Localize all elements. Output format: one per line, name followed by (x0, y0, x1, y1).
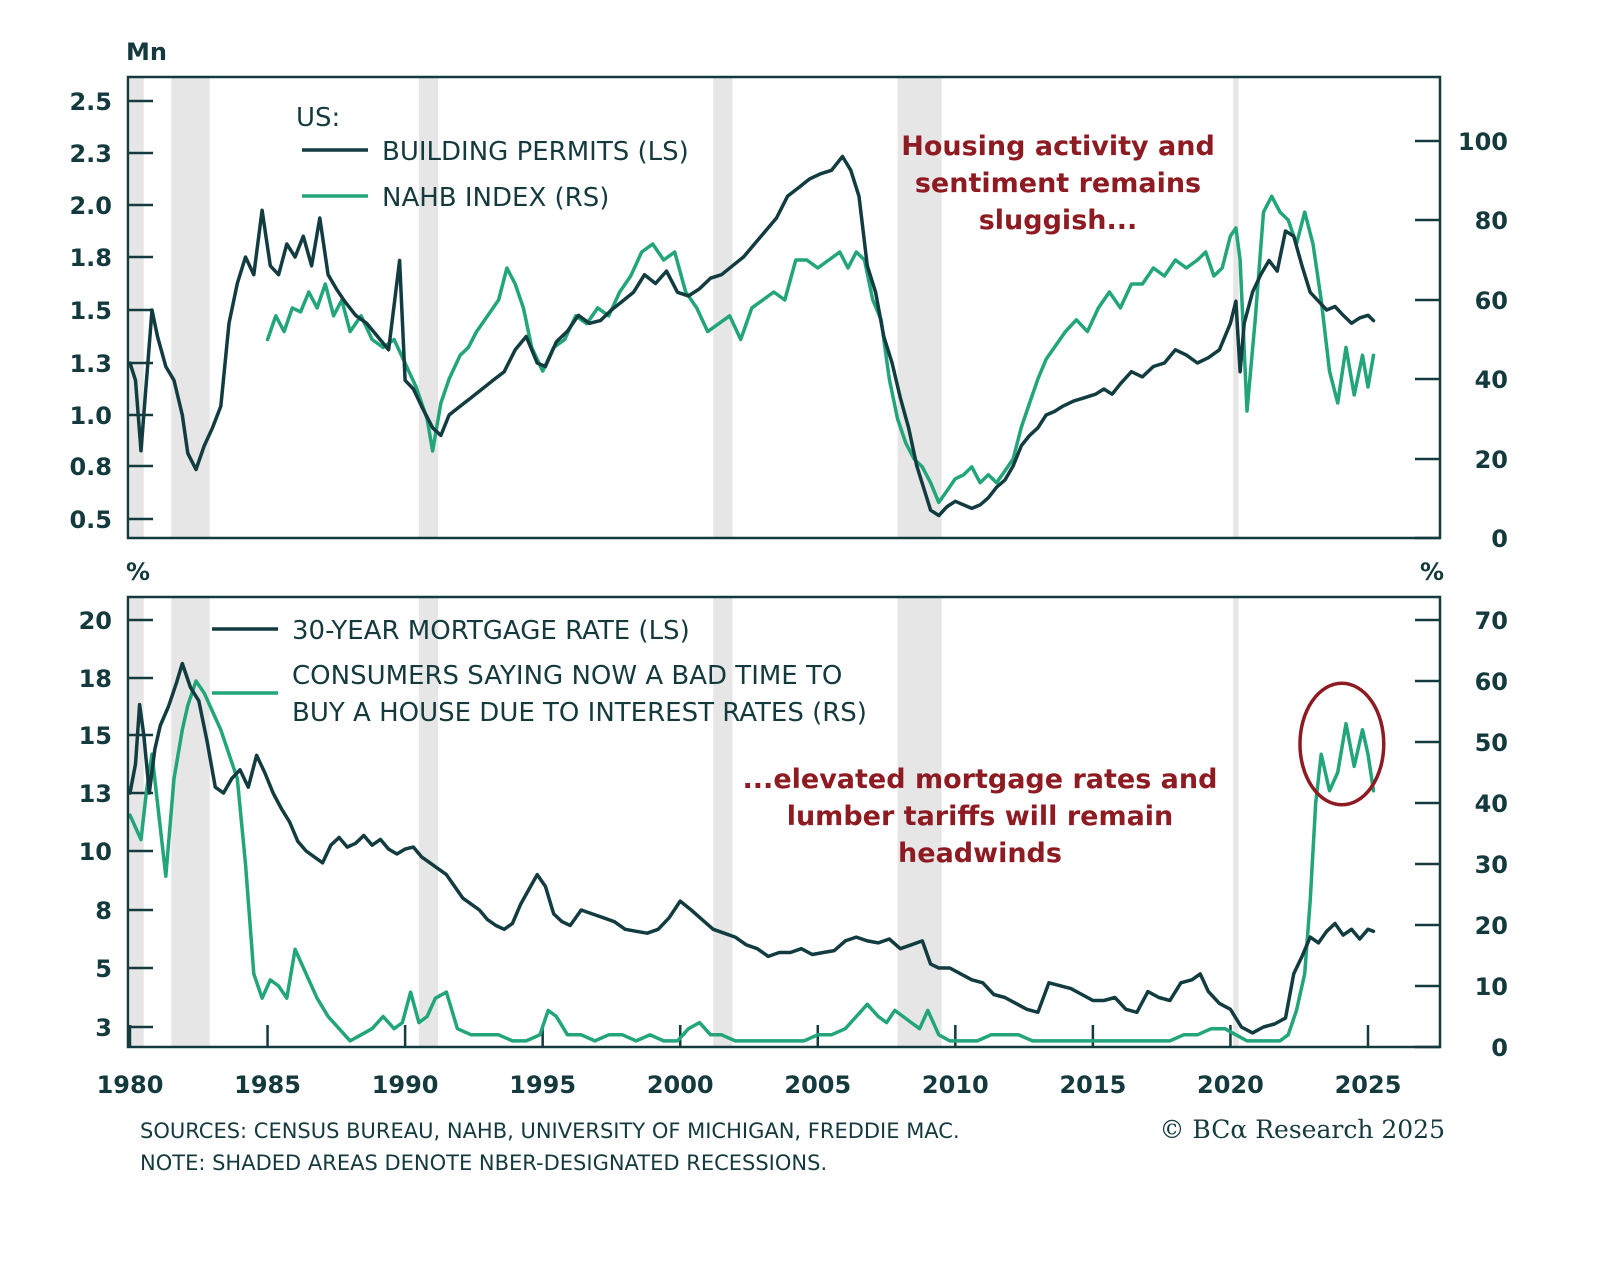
bottom-plot-frame (126, 595, 1442, 1049)
bottom-right-tick-label: 0 (1491, 1034, 1508, 1062)
top-right-tick-label: 20 (1475, 446, 1508, 474)
top-recession-band (897, 77, 942, 538)
top-left-tick-label: 2.5 (69, 88, 112, 116)
bottom-recession-band (418, 597, 439, 1047)
top-left-axis-labels: 2.5 2.3 2.0 1.8 1.5 1.3 1.0 0.8 0.5 (69, 88, 112, 534)
bottom-right-axis-labels: 70 60 50 40 30 20 10 0 (1475, 607, 1508, 1062)
bottom-left-tick-label: 5 (95, 955, 112, 983)
x-tick-label: 1985 (234, 1071, 301, 1099)
bottom-legend-label-mortgage: 30-YEAR MORTGAGE RATE (LS) (292, 616, 690, 646)
x-tick-label: 2020 (1197, 1071, 1264, 1099)
top-legend-label-permits: BUILDING PERMITS (LS) (382, 137, 689, 167)
x-tick-label: 2025 (1335, 1071, 1402, 1099)
top-recession-band (130, 77, 144, 538)
top-left-tick-label: 1.8 (69, 244, 112, 272)
bottom-left-tick-label: 8 (95, 897, 112, 925)
x-tick-label: 2015 (1059, 1071, 1126, 1099)
top-legend: US: BUILDING PERMITS (LS) NAHB INDEX (RS… (296, 103, 689, 213)
top-left-tick-label: 0.8 (69, 453, 112, 481)
top-right-tick-label: 80 (1475, 207, 1508, 235)
bottom-right-tick-label: 10 (1475, 973, 1508, 1001)
x-tick-label: 1995 (509, 1071, 576, 1099)
bottom-left-tick-label: 20 (79, 607, 112, 635)
bottom-recession-band (171, 597, 210, 1047)
highlight-circle (1298, 681, 1386, 807)
top-legend-header: US: (296, 103, 340, 133)
x-tick-label: 1990 (372, 1071, 439, 1099)
bottom-left-tick-label: 10 (79, 838, 112, 866)
bottom-series-left (128, 661, 1376, 1035)
bottom-recession-band (897, 597, 942, 1047)
bottom-left-unit-label: % (126, 558, 150, 586)
bottom-right-tick-label: 60 (1475, 668, 1508, 696)
top-recession-band (171, 77, 210, 538)
bottom-right-tick-label: 70 (1475, 607, 1508, 635)
bottom-left-tick-label: 3 (95, 1014, 112, 1042)
bottom-right-tick-label: 20 (1475, 912, 1508, 940)
top-left-tick-label: 1.3 (69, 350, 112, 378)
top-recession-band (418, 77, 439, 538)
top-annotation-line-2: sentiment remains (915, 168, 1201, 199)
top-annotation: Housing activity and sentiment remains s… (901, 131, 1215, 236)
x-tick-label: 2010 (922, 1071, 989, 1099)
bottom-legend-label-consumers-line-1: CONSUMERS SAYING NOW A BAD TIME TO (292, 661, 842, 691)
bottom-recession-shading (130, 597, 1239, 1047)
bottom-series-lines (128, 661, 1376, 1043)
footer-note: NOTE: SHADED AREAS DENOTE NBER-DESIGNATE… (140, 1151, 827, 1175)
bottom-left-axis-labels: 20 18 15 13 10 8 5 3 (79, 607, 112, 1042)
top-recession-band (713, 77, 733, 538)
top-left-unit-label: Mn (126, 38, 167, 66)
top-left-tick-label: 2.0 (69, 192, 112, 220)
bottom-right-tick-label: 40 (1475, 790, 1508, 818)
bottom-right-tick-label: 50 (1475, 729, 1508, 757)
bottom-recession-band (1233, 597, 1239, 1047)
bottom-right-tick-label: 30 (1475, 851, 1508, 879)
top-left-tick-label: 1.5 (69, 297, 112, 325)
x-tick-label: 1980 (97, 1071, 164, 1099)
top-annotation-line-3: sluggish... (979, 205, 1138, 236)
top-left-tick-label: 2.3 (69, 140, 112, 168)
top-panel: 2.5 2.3 2.0 1.8 1.5 1.3 1.0 0.8 0.5 100 80 60 40 20 0… (69, 38, 1508, 553)
bottom-annotation-line-2: lumber tariffs will remain (787, 801, 1174, 832)
top-left-tick-label: 0.5 (69, 506, 112, 534)
top-annotation-line-1: Housing activity and (901, 131, 1215, 162)
top-right-tick-label: 100 (1458, 128, 1508, 156)
bottom-axis-ticks (128, 618, 1440, 1049)
bottom-annotation-line-3: headwinds (898, 838, 1062, 869)
top-left-tick-label: 1.0 (69, 402, 112, 430)
bottom-legend: 30-YEAR MORTGAGE RATE (LS) CONSUMERS SAY… (212, 616, 867, 728)
x-tick-label: 2000 (647, 1071, 714, 1099)
top-right-tick-label: 0 (1491, 525, 1508, 553)
top-series-lines (128, 154, 1376, 518)
top-right-axis-labels: 100 80 60 40 20 0 (1458, 128, 1508, 553)
top-plot-frame (126, 75, 1442, 540)
bottom-annotation: ...elevated mortgage rates and lumber ta… (743, 764, 1218, 869)
bottom-series-right (128, 679, 1376, 1043)
bottom-right-unit-label: % (1420, 558, 1444, 586)
footer-sources: SOURCES: CENSUS BUREAU, NAHB, UNIVERSITY… (140, 1119, 960, 1143)
footer-copyright: © BCα Research 2025 (1159, 1115, 1445, 1144)
top-series-right (265, 194, 1376, 505)
top-series-left (128, 154, 1376, 518)
bottom-left-tick-label: 13 (79, 780, 112, 808)
footer: SOURCES: CENSUS BUREAU, NAHB, UNIVERSITY… (140, 1115, 1445, 1175)
top-right-tick-label: 60 (1475, 287, 1508, 315)
bottom-annotation-line-1: ...elevated mortgage rates and (743, 764, 1218, 795)
bottom-legend-label-consumers-line-2: BUY A HOUSE DUE TO INTEREST RATES (RS) (292, 698, 867, 728)
x-axis-labels: 1980 1985 1990 1995 2000 2005 2010 2015 2020 2025 (97, 1071, 1402, 1099)
top-right-tick-label: 40 (1475, 366, 1508, 394)
top-legend-label-nahb: NAHB INDEX (RS) (382, 183, 609, 213)
bottom-left-tick-label: 18 (79, 665, 112, 693)
x-tick-label: 2005 (784, 1071, 851, 1099)
bottom-left-tick-label: 15 (79, 722, 112, 750)
